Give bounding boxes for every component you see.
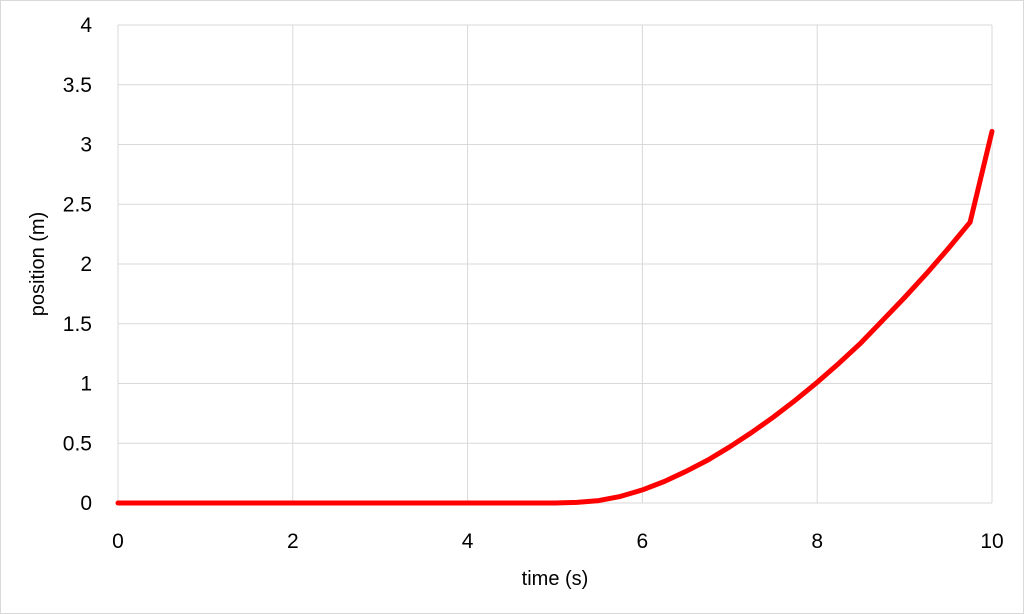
x-tick-label: 2 bbox=[287, 530, 299, 553]
x-tick-label: 0 bbox=[112, 530, 124, 553]
x-tick-labels: 0 2 4 6 8 10 bbox=[112, 530, 1004, 553]
y-tick-label: 3 bbox=[80, 134, 92, 157]
x-tick-label: 4 bbox=[462, 530, 474, 553]
gridlines bbox=[117, 24, 993, 504]
y-tick-label: 0 bbox=[80, 492, 92, 515]
y-tick-label: 3.5 bbox=[63, 74, 92, 97]
y-tick-labels: 0 0.5 1 1.5 2 2.5 3 3.5 4 bbox=[63, 14, 93, 515]
x-axis-title: time (s) bbox=[522, 568, 589, 590]
y-tick-label: 2.5 bbox=[63, 193, 92, 216]
y-tick-label: 2 bbox=[80, 253, 92, 276]
series-layer bbox=[115, 128, 995, 506]
x-tick-label: 10 bbox=[980, 530, 1003, 553]
y-tick-label: 0.5 bbox=[63, 432, 92, 455]
x-tick-label: 8 bbox=[811, 530, 823, 553]
x-tick-label: 6 bbox=[637, 530, 649, 553]
y-axis-title: position (m) bbox=[27, 212, 49, 316]
y-tick-label: 1 bbox=[80, 373, 92, 396]
series-line bbox=[115, 128, 995, 506]
y-tick-label: 1.5 bbox=[63, 313, 92, 336]
y-tick-label: 4 bbox=[80, 14, 92, 37]
